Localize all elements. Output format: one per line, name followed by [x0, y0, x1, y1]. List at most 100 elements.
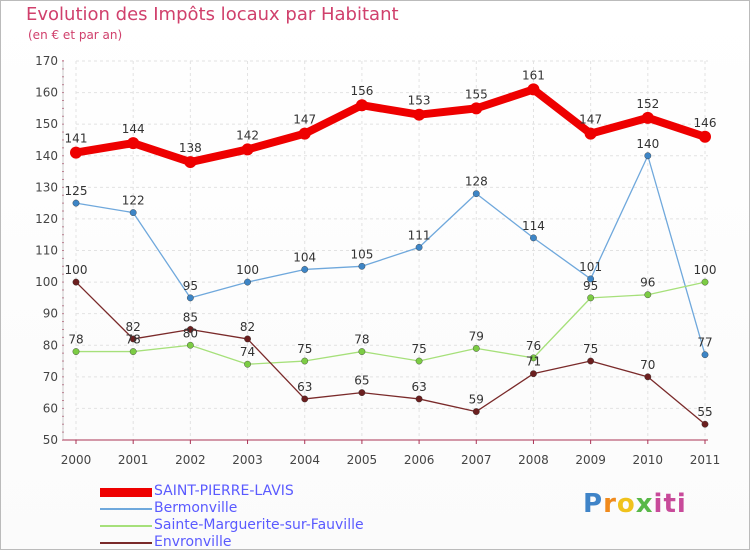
- data-label: 100: [694, 263, 717, 277]
- data-label: 65: [354, 374, 369, 388]
- x-tick-label: 2007: [461, 453, 492, 467]
- x-tick-label: 2004: [289, 453, 320, 467]
- y-axis-ticks: 50 60 70 80 90 100 110 120 130 140 150 160 170: [35, 54, 58, 447]
- data-point: [301, 357, 309, 365]
- y-tick-label: 130: [35, 180, 58, 194]
- logo-letter: P: [583, 489, 604, 519]
- legend-swatch: [100, 508, 152, 510]
- data-label: 138: [179, 141, 202, 155]
- data-point: [184, 156, 197, 169]
- logo-letter: o: [616, 489, 636, 519]
- x-tick-label: 2005: [347, 453, 378, 467]
- y-tick-label: 120: [35, 212, 58, 226]
- x-tick-label: 2001: [118, 453, 149, 467]
- data-point: [644, 152, 652, 160]
- data-point: [186, 341, 194, 349]
- legend: SAINT-PIERRE-LAVIS Bermonville Sainte-Marg…: [100, 483, 400, 552]
- chart-subtitle: (en € et par an): [28, 28, 123, 42]
- data-label: 141: [65, 132, 88, 146]
- data-label: 104: [293, 250, 316, 264]
- data-point: [530, 234, 537, 242]
- x-tick-label: 2003: [232, 453, 263, 467]
- legend-label: SAINT-PIERRE-LAVIS: [154, 483, 294, 499]
- data-point: [415, 243, 423, 251]
- data-point: [301, 395, 309, 403]
- legend-label: Bermonville: [154, 500, 238, 516]
- y-tick-label: 100: [35, 275, 58, 289]
- data-point: [587, 357, 595, 365]
- x-tick-label: 2000: [61, 453, 92, 467]
- data-point: [644, 291, 652, 299]
- data-label: 100: [236, 263, 259, 277]
- data-label: 77: [697, 336, 712, 350]
- grid-lines: [75, 60, 708, 440]
- y-tick-label: 160: [35, 86, 58, 100]
- data-point: [701, 420, 709, 428]
- legend-item: Sainte-Marguerite-sur-Fauville: [100, 517, 400, 535]
- y-tick-label: 110: [35, 244, 58, 258]
- data-label: 153: [408, 94, 431, 108]
- y-tick-label: 140: [35, 149, 58, 163]
- legend-item: Bermonville: [100, 500, 400, 518]
- data-point: [641, 111, 654, 124]
- x-tick-label: 2011: [690, 453, 721, 467]
- data-label: 70: [640, 358, 655, 372]
- data-point: [415, 357, 423, 365]
- legend-item: Envronville: [100, 534, 400, 552]
- y-tick-label: 170: [35, 54, 58, 68]
- data-label: 142: [236, 128, 259, 142]
- data-point: [186, 294, 194, 302]
- data-label: 78: [354, 333, 369, 347]
- data-label: 155: [465, 87, 488, 101]
- data-point: [72, 278, 80, 286]
- data-point: [527, 83, 540, 96]
- proxiti-logo: Proxiti: [583, 489, 687, 519]
- data-label: 95: [583, 279, 598, 293]
- data-point: [644, 373, 652, 381]
- data-point: [244, 278, 251, 286]
- data-point: [470, 102, 483, 115]
- data-point: [244, 335, 251, 343]
- data-label: 75: [583, 342, 598, 356]
- data-label: 95: [183, 279, 198, 293]
- data-label: 80: [183, 326, 198, 340]
- data-label: 71: [526, 355, 541, 369]
- data-label: 111: [408, 228, 431, 242]
- data-label: 161: [522, 68, 545, 82]
- x-tick-label: 2009: [575, 453, 606, 467]
- logo-letter: r: [603, 489, 617, 519]
- data-point: [72, 199, 80, 207]
- data-point: [72, 348, 80, 355]
- data-label: 82: [240, 320, 255, 334]
- data-label: 63: [411, 380, 426, 394]
- logo-letter: iti: [653, 489, 687, 519]
- axes: [62, 60, 708, 441]
- data-label: 128: [465, 175, 488, 189]
- y-tick-label: 80: [43, 338, 58, 352]
- data-label: 152: [636, 97, 659, 111]
- data-label: 78: [126, 333, 141, 347]
- data-point: [358, 389, 366, 397]
- data-label: 82: [126, 320, 141, 334]
- legend-swatch: [100, 542, 152, 544]
- data-point: [355, 99, 368, 112]
- data-label: 114: [522, 219, 545, 233]
- data-label: 122: [122, 194, 145, 208]
- data-label: 105: [350, 247, 373, 261]
- chart-title: Evolution des Impôts locaux par Habitant: [26, 4, 399, 25]
- data-point: [358, 348, 366, 355]
- data-point: [129, 348, 137, 355]
- y-tick-label: 150: [35, 117, 58, 131]
- x-axis-ticks: 2000 2001 2002 2003 2004 2005 2006 2007 2008 2009…: [61, 440, 721, 467]
- data-labels: 125 122 95 100 104 105 111 128 114 101 140 77 78 78 80…: [65, 68, 717, 419]
- series-line: [75, 281, 706, 425]
- data-label: 74: [240, 345, 255, 359]
- data-label: 144: [122, 122, 145, 136]
- data-point: [472, 190, 480, 198]
- x-tick-label: 2010: [633, 453, 664, 467]
- data-label: 79: [469, 329, 484, 343]
- legend-label: Envronville: [154, 534, 232, 550]
- series-line: [75, 85, 707, 167]
